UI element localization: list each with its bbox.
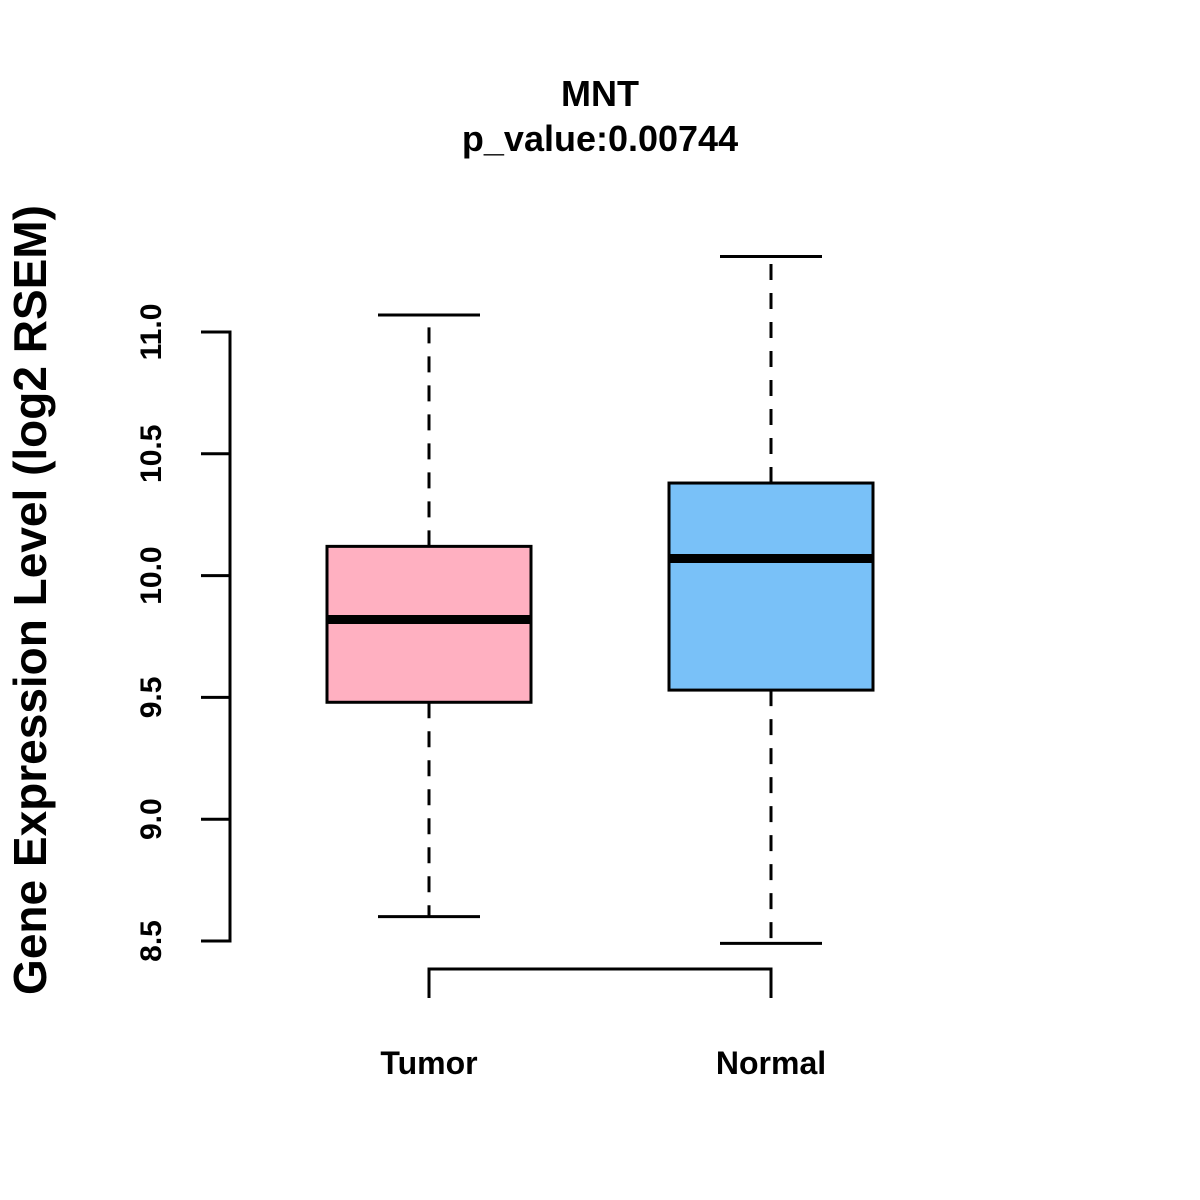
bracket-line (427, 967, 773, 998)
box-iqr (667, 481, 875, 692)
chart-subtitle: p_value:0.00744 (462, 118, 738, 159)
x-axis-labels: Tumor Normal (380, 1045, 826, 1081)
y-tick-label: 11.0 (135, 304, 168, 361)
chart-title: MNT (561, 73, 639, 114)
x-category-label-normal: Normal (716, 1045, 826, 1081)
y-axis: 8.5 9.0 9.5 10.0 10.5 11.0 (135, 304, 232, 962)
boxes (325, 254, 875, 945)
box-iqr (325, 544, 533, 704)
y-tick-label: 9.0 (135, 798, 168, 840)
y-tick-label: 8.5 (135, 920, 168, 962)
y-tick-label: 9.5 (135, 677, 168, 719)
comparison-bracket (427, 967, 773, 998)
y-tick-label: 10.0 (135, 546, 168, 604)
box-group-normal (667, 254, 875, 945)
x-category-label-tumor: Tumor (380, 1045, 477, 1081)
y-axis-label: Gene Expression Level (log2 RSEM) (4, 205, 56, 995)
y-tick-label: 10.5 (135, 425, 168, 483)
box-group-tumor (325, 313, 533, 919)
